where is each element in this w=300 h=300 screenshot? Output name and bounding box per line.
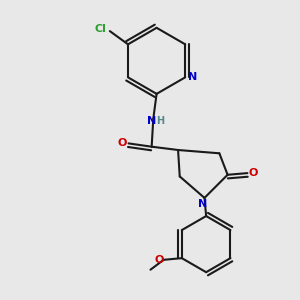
Text: O: O	[154, 255, 164, 265]
Text: Cl: Cl	[95, 25, 106, 34]
Text: N: N	[188, 72, 197, 82]
Text: H: H	[157, 116, 165, 126]
Text: N: N	[198, 199, 208, 209]
Text: N: N	[147, 116, 156, 126]
Text: O: O	[118, 138, 127, 148]
Text: O: O	[249, 168, 258, 178]
